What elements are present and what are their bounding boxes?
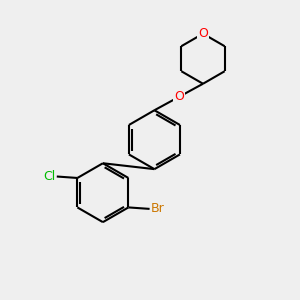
- Text: Br: Br: [151, 202, 165, 215]
- Text: O: O: [198, 27, 208, 40]
- Text: Cl: Cl: [43, 170, 55, 183]
- Text: O: O: [174, 91, 184, 103]
